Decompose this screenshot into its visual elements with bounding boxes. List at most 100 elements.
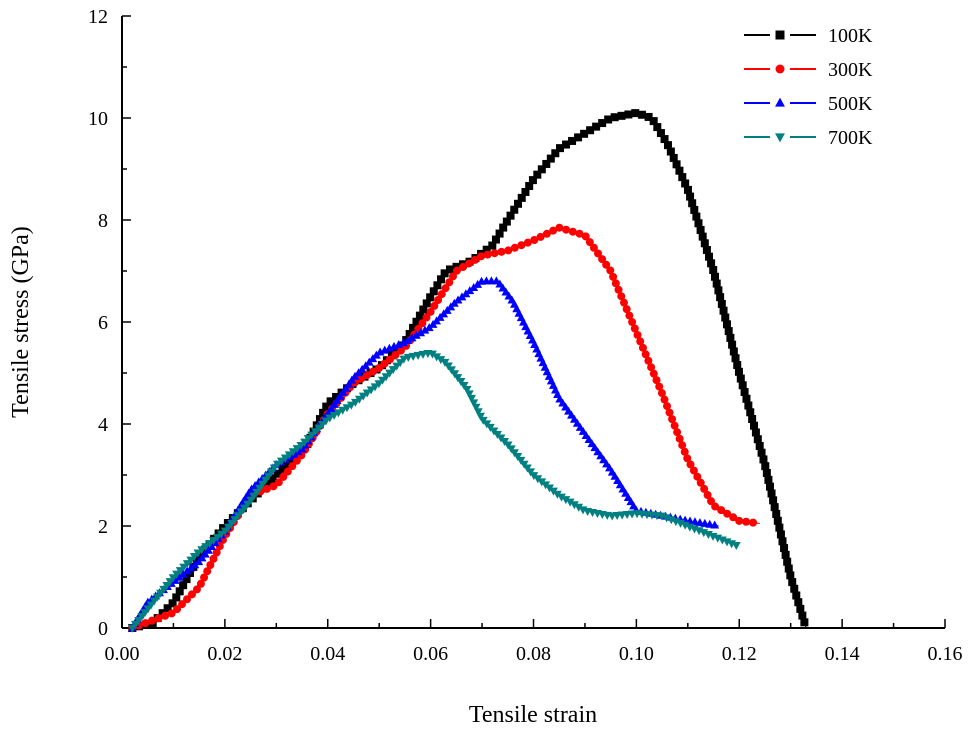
data-point bbox=[542, 229, 551, 238]
data-point bbox=[370, 383, 380, 392]
data-point bbox=[555, 223, 564, 232]
data-point bbox=[477, 252, 486, 261]
data-point bbox=[716, 293, 725, 302]
data-point bbox=[740, 388, 749, 397]
data-point bbox=[784, 564, 793, 573]
data-point bbox=[517, 193, 526, 202]
data-point bbox=[392, 346, 401, 355]
data-point bbox=[681, 179, 690, 188]
x-tick-label: 0.00 bbox=[105, 643, 140, 665]
data-point bbox=[197, 546, 207, 555]
data-point bbox=[735, 516, 744, 525]
data-point bbox=[175, 587, 184, 596]
data-point bbox=[731, 354, 740, 363]
data-point bbox=[209, 536, 218, 545]
data-point bbox=[385, 355, 394, 364]
data-point bbox=[437, 290, 446, 299]
data-point bbox=[717, 506, 726, 515]
data-point bbox=[434, 296, 443, 305]
data-point bbox=[426, 307, 435, 316]
data-point bbox=[338, 406, 348, 415]
data-point bbox=[606, 266, 615, 275]
data-point bbox=[712, 279, 721, 288]
data-point bbox=[542, 159, 551, 168]
legend-item-500K: 500K bbox=[744, 93, 873, 115]
data-point bbox=[778, 537, 787, 546]
data-point bbox=[418, 319, 427, 328]
data-point bbox=[452, 266, 461, 275]
data-point bbox=[362, 371, 371, 380]
data-point bbox=[622, 305, 631, 314]
data-point bbox=[446, 265, 455, 274]
data-point bbox=[495, 229, 504, 238]
data-point bbox=[206, 560, 215, 569]
data-point bbox=[619, 298, 628, 307]
data-point bbox=[673, 428, 682, 437]
data-point bbox=[193, 549, 203, 558]
data-point bbox=[297, 444, 307, 453]
data-point bbox=[702, 245, 711, 254]
data-point bbox=[751, 428, 760, 437]
data-point bbox=[396, 346, 405, 355]
data-point bbox=[196, 550, 205, 559]
data-point bbox=[772, 509, 781, 518]
y-tick-label: 8 bbox=[98, 210, 108, 232]
data-point bbox=[710, 272, 719, 281]
series-line-100K bbox=[132, 112, 807, 629]
data-point bbox=[655, 382, 664, 391]
data-point bbox=[551, 149, 560, 158]
data-point bbox=[362, 389, 372, 398]
data-point bbox=[407, 333, 417, 342]
data-point bbox=[351, 398, 360, 407]
data-point bbox=[707, 497, 716, 506]
data-point bbox=[769, 496, 778, 505]
y-tick-label: 0 bbox=[98, 618, 108, 640]
x-tick-label: 0.16 bbox=[928, 643, 963, 665]
data-point bbox=[729, 513, 738, 522]
data-point bbox=[172, 593, 181, 602]
data-point bbox=[279, 472, 288, 481]
data-point bbox=[416, 328, 426, 337]
data-point bbox=[574, 503, 584, 512]
data-point bbox=[565, 498, 575, 507]
data-point bbox=[707, 259, 716, 268]
data-point bbox=[638, 343, 647, 352]
data-point bbox=[324, 408, 333, 417]
data-point bbox=[464, 259, 473, 268]
data-point bbox=[734, 367, 743, 376]
series-500K bbox=[127, 276, 720, 632]
data-point bbox=[280, 454, 290, 463]
data-point bbox=[325, 414, 335, 423]
data-point bbox=[380, 359, 389, 368]
data-point bbox=[201, 543, 211, 552]
data-point bbox=[536, 232, 545, 241]
data-point bbox=[428, 350, 437, 359]
data-point bbox=[594, 249, 603, 258]
data-point bbox=[717, 299, 726, 308]
data-point bbox=[216, 530, 226, 539]
data-point bbox=[757, 448, 766, 457]
data-point bbox=[711, 502, 720, 511]
data-point bbox=[432, 353, 442, 362]
axes: 0.00 0.02 0.04 0.06 0.08 0.10 0.12 0.14 0.16 0 2 4 6… bbox=[88, 6, 963, 665]
data-point bbox=[589, 243, 598, 252]
data-point bbox=[746, 408, 755, 417]
data-point bbox=[426, 293, 435, 302]
data-point bbox=[690, 205, 699, 214]
data-point bbox=[649, 369, 658, 378]
data-point bbox=[430, 301, 439, 310]
data-point bbox=[292, 456, 301, 465]
data-point bbox=[710, 520, 720, 529]
legend-item-100K: 100K bbox=[744, 25, 873, 47]
data-point bbox=[750, 421, 759, 430]
data-point bbox=[693, 472, 702, 481]
data-point bbox=[521, 187, 530, 196]
data-point bbox=[168, 599, 177, 608]
data-point bbox=[437, 275, 446, 284]
data-point bbox=[528, 176, 537, 185]
data-point bbox=[575, 229, 584, 238]
data-point bbox=[598, 119, 607, 128]
data-point bbox=[781, 550, 790, 559]
legend-item-700K: 700K bbox=[744, 127, 873, 149]
data-point bbox=[141, 619, 150, 628]
